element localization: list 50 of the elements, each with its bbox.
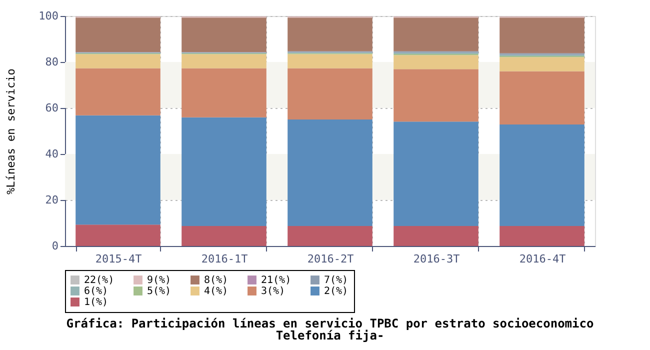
bar xyxy=(288,18,372,52)
bar xyxy=(394,69,478,122)
bar xyxy=(394,226,478,246)
x-tick-label: 2016-2T xyxy=(307,252,354,266)
bar xyxy=(288,54,372,68)
x-tick-label: 2016-3T xyxy=(413,252,460,266)
legend-label: 3(%) xyxy=(261,286,286,297)
bar xyxy=(288,226,372,246)
x-tick-label: 2016-4T xyxy=(519,252,566,266)
bar xyxy=(76,54,160,68)
legend-label: 9(%) xyxy=(147,275,172,286)
bar xyxy=(288,68,372,120)
legend-label: 5(%) xyxy=(147,286,172,297)
y-tick-label: 20 xyxy=(45,194,58,206)
legend-label: 7(%) xyxy=(324,275,348,286)
legend-label: 6(%) xyxy=(84,286,108,297)
y-tick-label: 0 xyxy=(52,240,58,252)
bar xyxy=(182,68,266,118)
bar xyxy=(500,57,584,72)
legend-label: 21(%) xyxy=(261,275,292,286)
y-axis-title: %Líneas en servicio xyxy=(4,68,18,194)
x-tick-label: 2015-4T xyxy=(95,252,142,266)
bar xyxy=(76,18,160,52)
bar xyxy=(182,54,266,68)
bar xyxy=(288,120,372,226)
text: Gráfica: Participación líneas en servicio TPBC por estrato socioeconomico xyxy=(66,316,594,330)
bar xyxy=(182,117,266,226)
bar xyxy=(500,226,584,246)
y-tick-label: 40 xyxy=(45,148,58,160)
x-tick-label: 2016-1T xyxy=(201,252,248,266)
bar xyxy=(500,124,584,226)
legend-label: 8(%) xyxy=(204,275,228,286)
bar xyxy=(394,55,478,70)
bar xyxy=(500,71,584,125)
legend-label: 1(%) xyxy=(84,297,108,308)
text: Telefonía fija- xyxy=(276,328,384,342)
y-tick-label: 80 xyxy=(45,56,58,68)
bar xyxy=(76,68,160,116)
legend-label: 2(%) xyxy=(324,286,348,297)
bar xyxy=(182,226,266,246)
bar xyxy=(76,115,160,225)
bar xyxy=(394,18,478,52)
bar xyxy=(182,18,266,52)
bar xyxy=(394,122,478,226)
bar xyxy=(76,224,160,246)
y-tick-label: 60 xyxy=(45,102,58,114)
y-tick-label: 100 xyxy=(38,10,58,22)
legend-label: 22(%) xyxy=(84,275,114,286)
legend-label: 4(%) xyxy=(204,286,228,297)
bar xyxy=(500,18,584,54)
